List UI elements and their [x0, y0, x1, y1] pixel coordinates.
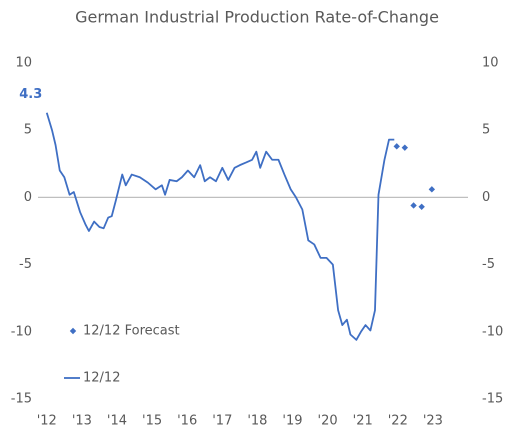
- y-tick-label: 0: [24, 190, 32, 205]
- x-tick-label: '16: [177, 414, 197, 429]
- x-tick-label: '20: [318, 414, 338, 429]
- y2-tick-label: -10: [482, 324, 503, 339]
- legend-marker: [69, 327, 77, 335]
- y-tick-label: -15: [11, 392, 32, 407]
- x-tick-label: '23: [423, 414, 443, 429]
- y2-tick-label: -5: [482, 257, 495, 272]
- forecast-point: [401, 144, 409, 151]
- y-tick-label: 5: [24, 123, 32, 138]
- x-tick-label: '22: [388, 414, 408, 429]
- y-tick-label: 10: [15, 56, 32, 71]
- forecast-point: [410, 202, 417, 209]
- legend-label: 12/12 Forecast: [83, 324, 180, 339]
- y2-tick-label: 5: [482, 123, 490, 138]
- chart-title: German Industrial Production Rate-of-Cha…: [75, 8, 439, 27]
- y-tick-label: -5: [19, 257, 32, 272]
- x-tick-label: '18: [247, 414, 267, 429]
- y2-tick-label: 0: [482, 190, 490, 205]
- y2-tick-label: -15: [482, 392, 503, 407]
- annotation: 4.3: [19, 87, 42, 102]
- series-line: [45, 112, 395, 341]
- x-tick-label: '17: [212, 414, 232, 429]
- x-tick-label: '14: [107, 414, 127, 429]
- legend-label: 12/12: [83, 371, 120, 386]
- y-tick-label: -10: [11, 324, 32, 339]
- x-tick-label: '21: [353, 414, 373, 429]
- x-tick-label: '19: [282, 414, 302, 429]
- forecast-point: [393, 143, 400, 150]
- x-tick-label: '13: [72, 414, 92, 429]
- forecast-point: [428, 186, 436, 193]
- x-tick-label: '12: [37, 414, 57, 429]
- forecast-point: [418, 203, 425, 211]
- y2-tick-label: 10: [482, 56, 499, 71]
- x-tick-label: '15: [142, 414, 162, 429]
